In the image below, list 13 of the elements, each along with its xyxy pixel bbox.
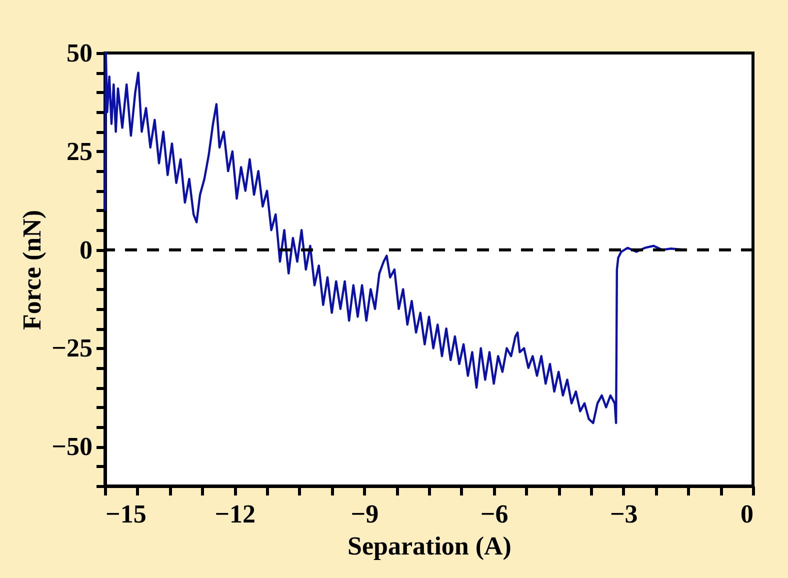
x-tick-label: −3 [610,500,638,528]
x-axis-title: Separation (A) [348,532,512,560]
y-axis-title: Force (nN) [18,210,47,330]
x-tick-label: 0 [740,500,754,528]
y-tick-label: 50 [66,38,92,68]
x-tick-label: −6 [480,500,508,528]
y-tick-label: −25 [52,334,92,363]
x-tick-label: −9 [350,500,379,528]
y-tick-label: 0 [80,235,92,264]
y-tick-label: 25 [66,136,92,166]
y-tick-label: −50 [52,432,92,462]
x-tick-label: −15 [106,500,146,528]
x-tick-label: −12 [214,500,256,528]
